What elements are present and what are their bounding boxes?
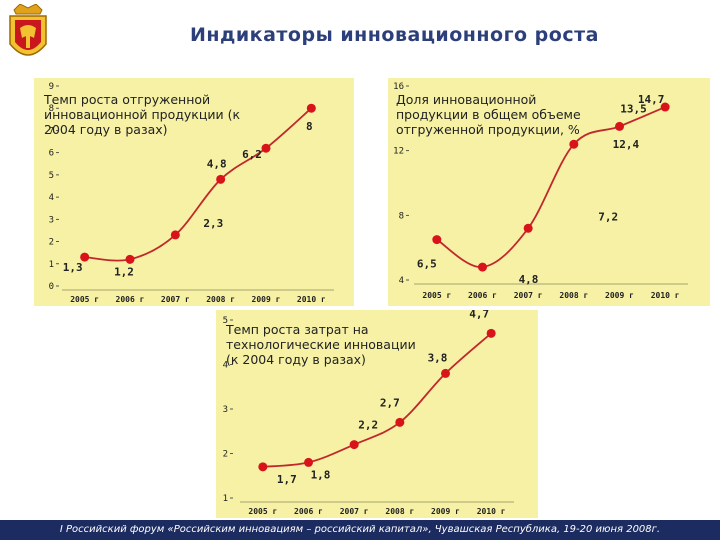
chart-shipped-growth: 0 1 2 3 4 5 6 7 8 9 2005 г 2006 г 2007 г 2008 г 2009 г… [49, 82, 334, 304]
data-point [441, 368, 450, 378]
chart-title: Доля инновационной продукции в общем объ… [396, 92, 581, 137]
data-point [432, 235, 442, 245]
footer-caption: I Российский форум «Российским инновация… [0, 520, 720, 540]
x-tick-label: 2005 г [70, 295, 99, 304]
data-label: 14,7 [638, 93, 665, 106]
x-tick-label: 2008 г [559, 291, 588, 300]
y-tick-label: 12 [393, 147, 404, 157]
chart-title: Темп роста отгруженной инновационной про… [44, 92, 241, 137]
data-point [349, 440, 359, 450]
y-tick-label: 7 [49, 126, 54, 136]
coat-of-arms-icon [9, 4, 47, 56]
data-label: 1,2 [114, 265, 134, 278]
y-tick-label: 8 [399, 211, 404, 221]
data-label: 2,7 [380, 396, 400, 409]
data-point [660, 102, 670, 112]
series-line [262, 332, 492, 468]
y-tick-label: 5 [49, 171, 54, 181]
page-title: Индикаторы инновационного роста [190, 24, 599, 46]
y-tick-label: 1 [49, 260, 54, 270]
data-point [486, 328, 496, 338]
x-tick-label: 2007 г [340, 507, 369, 516]
y-tick-label: 3 [223, 405, 228, 415]
y-tick-label: 6 [49, 149, 54, 159]
chart-panel-innovation-share: Доля инновационной продукции в общем объ… [388, 78, 710, 306]
chart-panel-shipped-growth: Темп роста отгруженной инновационной про… [34, 78, 354, 306]
y-tick-label: 0 [49, 282, 54, 292]
data-label: 4,8 [519, 273, 539, 286]
series-line [436, 106, 666, 268]
data-point [395, 417, 405, 427]
data-label: 1,3 [63, 261, 83, 274]
chart-title: Темп роста затрат на технологические инн… [226, 322, 416, 367]
x-tick-label: 2008 г [385, 507, 414, 516]
x-tick-label: 2007 г [161, 295, 190, 304]
y-tick-label: 2 [49, 238, 54, 248]
data-point [569, 139, 579, 149]
x-tick-label: 2007 г [514, 291, 543, 300]
data-label: 8 [306, 120, 313, 133]
x-tick-label: 2008 г [206, 295, 235, 304]
series-line [84, 107, 312, 262]
data-label: 13,5 [620, 102, 647, 115]
x-tick-label: 2010 г [651, 291, 680, 300]
data-label: 12,4 [613, 138, 640, 151]
data-point [523, 223, 533, 233]
data-label: 6,5 [417, 258, 437, 271]
data-point [615, 121, 624, 131]
y-tick-label: 4 [399, 276, 404, 286]
x-tick-label: 2006 г [468, 291, 497, 300]
x-tick-label: 2005 г [422, 291, 451, 300]
data-point [478, 262, 487, 272]
data-point [80, 252, 90, 262]
data-point [304, 457, 313, 467]
data-label: 6,2 [242, 148, 262, 161]
data-point [170, 230, 180, 240]
x-tick-label: 2010 г [477, 507, 506, 516]
data-label: 1,8 [311, 468, 331, 481]
data-label: 7,2 [598, 210, 618, 223]
chart-tech-costs: 1 2 3 4 5 2005 г 2006 г 2007 г 2008 г 2009 г 2010 … [223, 310, 514, 516]
data-point [306, 103, 316, 113]
y-tick-label: 8 [49, 104, 54, 114]
data-label: 3,8 [428, 351, 448, 364]
data-point [216, 174, 226, 184]
y-tick-label: 1 [223, 494, 228, 504]
data-label: 2,3 [203, 217, 223, 230]
x-tick-label: 2009 г [605, 291, 634, 300]
data-label: 4,8 [207, 157, 227, 170]
y-tick-label: 5 [223, 316, 228, 326]
y-tick-label: 16 [393, 82, 404, 92]
y-tick-label: 4 [49, 193, 54, 203]
y-tick-label: 3 [49, 215, 54, 225]
x-tick-label: 2009 г [431, 507, 460, 516]
y-tick-label: 4 [223, 361, 228, 371]
x-tick-label: 2006 г [116, 295, 145, 304]
x-tick-label: 2009 г [252, 295, 281, 304]
data-point [261, 143, 271, 153]
x-tick-label: 2010 г [297, 295, 326, 304]
data-point [258, 462, 268, 472]
chart-panel-tech-costs: Темп роста затрат на технологические инн… [216, 310, 538, 518]
data-label: 1,7 [277, 473, 297, 486]
data-label: 4,7 [469, 310, 489, 320]
data-label: 2,2 [358, 419, 378, 432]
y-tick-label: 2 [223, 450, 228, 460]
x-tick-label: 2006 г [294, 507, 323, 516]
x-tick-label: 2005 г [248, 507, 277, 516]
chart-innovation-share: 4 8 12 16 2005 г 2006 г 2007 г 2008 г 2009 г 2010… [393, 82, 688, 300]
data-point [125, 254, 135, 264]
y-tick-label: 9 [49, 82, 54, 92]
